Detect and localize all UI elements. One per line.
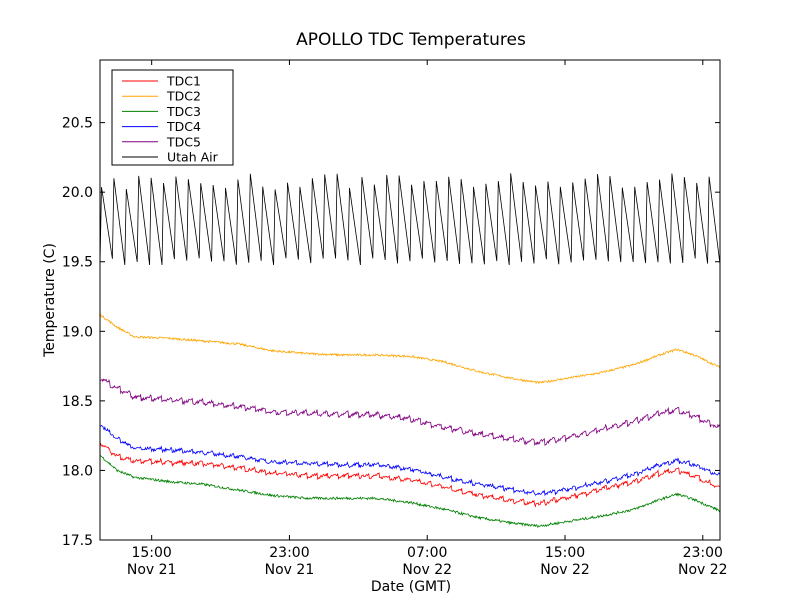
- x-tick-label-date: Nov 21: [127, 562, 177, 578]
- series-line-tdc3: [100, 454, 720, 528]
- y-tick-label: 18.5: [62, 394, 93, 410]
- legend-label: TDC5: [166, 134, 201, 149]
- y-tick-label: 19.5: [62, 255, 93, 271]
- series-layer: [100, 173, 720, 528]
- series-line-tdc1: [100, 442, 720, 508]
- x-tick-label-date: Nov 22: [540, 562, 590, 578]
- x-tick-label-time: 15:00: [131, 545, 171, 561]
- y-tick-label: 18.0: [62, 463, 93, 479]
- series-line-tdc5: [100, 378, 720, 446]
- y-tick-label: 20.0: [62, 185, 93, 201]
- x-tick-label-date: Nov 22: [678, 562, 728, 578]
- x-axis-label: Date (GMT): [371, 579, 451, 595]
- series-line-tdc2: [100, 313, 720, 385]
- series-line-utah-air: [100, 173, 720, 266]
- legend-label: TDC1: [166, 74, 201, 89]
- x-tick-label-date: Nov 21: [265, 562, 315, 578]
- x-tick-label-time: 23:00: [683, 545, 723, 561]
- chart-title: APOLLO TDC Temperatures: [296, 30, 526, 50]
- plot-frame: [99, 59, 721, 541]
- y-tick-label: 17.5: [62, 533, 93, 549]
- legend-box: [111, 69, 234, 166]
- legend-label: TDC4: [166, 119, 201, 134]
- y-tick-label: 20.5: [62, 116, 93, 132]
- x-tick-label-time: 07:00: [407, 545, 447, 561]
- x-tick-label-time: 15:00: [545, 545, 585, 561]
- legend-label: TDC2: [166, 89, 201, 104]
- x-tick-label-time: 23:00: [269, 545, 309, 561]
- series-line-tdc4: [100, 424, 720, 497]
- y-axis-label: Temperature (C): [42, 243, 58, 358]
- legend-label: TDC3: [166, 104, 201, 119]
- x-tick-label-date: Nov 22: [402, 562, 452, 578]
- y-tick-label: 19.0: [62, 324, 93, 340]
- legend-label: Utah Air: [167, 150, 219, 165]
